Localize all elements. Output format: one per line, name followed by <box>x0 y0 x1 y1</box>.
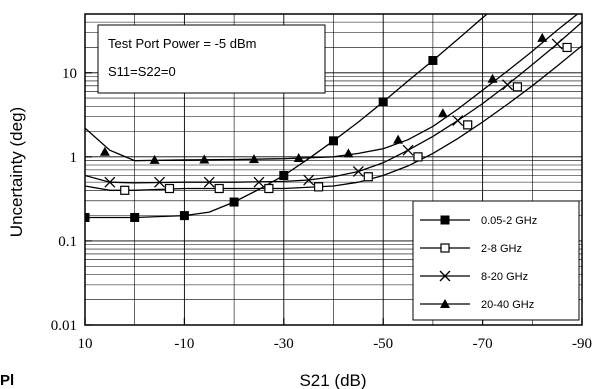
data-point <box>99 146 110 156</box>
data-point <box>154 176 166 188</box>
data-point <box>551 38 563 50</box>
legend-marker <box>440 215 450 225</box>
data-point <box>199 154 210 164</box>
corner-fragment-text: Pl <box>0 372 14 389</box>
x-tick-label: 10 <box>78 336 93 352</box>
data-point <box>104 176 116 188</box>
data-point <box>85 212 90 222</box>
x-axis-label: S21 (dB) <box>299 371 366 389</box>
y-axis-label: Uncertainty (deg) <box>7 107 26 237</box>
legend-entry: 2-8 GHz <box>420 243 522 255</box>
data-point <box>363 172 373 182</box>
data-point <box>537 32 548 42</box>
legend-label: 20-40 GHz <box>481 299 534 311</box>
data-point <box>313 182 324 192</box>
data-point <box>279 170 289 180</box>
data-point <box>179 211 189 221</box>
ticks <box>84 72 583 326</box>
annotation-line-2: S11=S22=0 <box>108 64 176 79</box>
data-point <box>293 152 304 162</box>
data-point <box>487 73 498 83</box>
legend-label: 2-8 GHz <box>481 243 522 255</box>
x-tick-label: -70 <box>473 336 493 352</box>
tick-labels: 10 -10 -30 -50 -70 -90 0.01 0.1 1 10 <box>51 66 592 352</box>
series-4 <box>85 14 579 164</box>
data-point <box>329 136 338 146</box>
data-point <box>253 176 265 188</box>
series-line <box>85 14 489 219</box>
data-point <box>463 120 473 130</box>
data-point <box>164 183 175 194</box>
data-point <box>437 108 448 118</box>
data-point <box>562 42 572 53</box>
y-tick-label: 1 <box>70 150 78 166</box>
data-point <box>428 55 438 65</box>
annotation-box: Test Port Power = -5 dBm S11=S22=0 <box>97 24 326 94</box>
x-tick-label: -50 <box>373 336 393 352</box>
x-tick-label: -10 <box>174 336 194 352</box>
y-tick-label: 0.01 <box>51 318 77 334</box>
legend-entry: 20-40 GHz <box>420 299 534 311</box>
data-point <box>130 212 140 222</box>
legend-marker <box>439 270 451 282</box>
data-point <box>264 183 274 194</box>
series-3 <box>85 21 582 188</box>
legend-marker <box>440 299 450 308</box>
data-point <box>512 82 522 92</box>
series-layer <box>85 14 582 222</box>
y-tick-label: 10 <box>62 66 77 82</box>
y-tick-label: 0.1 <box>58 234 77 250</box>
data-point <box>149 154 160 164</box>
data-point <box>303 174 315 186</box>
legend-label: 0.05-2 GHz <box>481 215 537 227</box>
data-point <box>120 185 130 195</box>
data-point <box>413 152 423 162</box>
data-point <box>203 176 215 188</box>
x-tick-label: -30 <box>274 336 294 352</box>
legend-entry: 8-20 GHz <box>420 270 528 283</box>
data-point <box>452 115 464 127</box>
legend-entry: 0.05-2 GHz <box>420 215 537 227</box>
legend-label: 8-20 GHz <box>481 271 528 283</box>
plot-frame <box>84 13 583 326</box>
data-point <box>248 154 259 164</box>
x-tick-label: -90 <box>572 336 592 352</box>
data-point <box>402 144 414 156</box>
data-point <box>352 166 364 177</box>
data-point <box>501 79 513 91</box>
data-point <box>229 197 239 207</box>
data-point <box>393 134 404 144</box>
series-line <box>85 14 579 162</box>
data-point <box>214 183 224 194</box>
series-2 <box>85 42 582 195</box>
data-point <box>343 148 354 158</box>
legend-marker <box>440 243 450 253</box>
legend: 0.05-2 GHz 2-8 GHz 8-20 GHz 20-40 GHz <box>412 200 580 321</box>
data-point <box>378 97 388 107</box>
annotation-line-1: Test Port Power = -5 dBm <box>108 36 256 51</box>
series-1 <box>85 14 489 222</box>
